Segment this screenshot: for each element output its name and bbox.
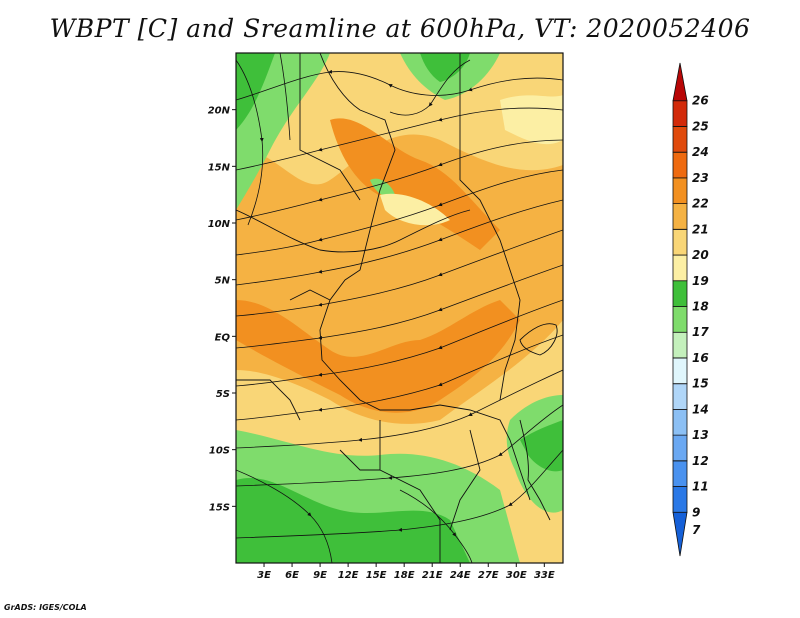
colorbar-label: 13 [692,428,709,442]
lat-tick-label: 20N [208,106,231,117]
temperature-field [236,53,563,563]
colorbar-segment [672,306,688,333]
colorbar-segment [672,331,688,359]
lat-tick-label: 15S [209,502,230,513]
colorbar-label: 26 [692,94,709,108]
colorbar-segment [672,486,688,513]
lat-axis: 20N 15N 10N 5N EQ 5S 10S 15S [208,106,236,513]
lat-tick-label: 10S [209,446,230,457]
colorbar-label: 18 [692,300,709,314]
lat-tick-label: 5S [216,389,230,400]
colorbar-label: 19 [692,274,709,288]
colorbar-label: 7 [692,523,701,537]
lon-tick-label: 6E [285,570,299,581]
colorbar-segment [672,203,688,230]
colorbar-label: 24 [692,145,709,159]
lon-tick-label: 21E [422,570,443,581]
plot-frame [235,52,564,564]
lon-axis: 3E 6E 9E 12E 15E 18E 21E 24E 27E 30E 33E [257,563,555,581]
colorbar-segment [672,126,688,153]
lon-tick-label: 3E [257,570,271,581]
lon-tick-label: 33E [534,570,555,581]
colorbar-segment [672,177,688,205]
colorbar-label: 16 [692,351,709,365]
colorbar-segment [672,434,688,462]
colorbar-label: 12 [692,454,709,468]
colorbar-segment [672,408,688,436]
lon-tick-label: 18E [394,570,415,581]
colorbar-segment [672,280,688,307]
colorbar-label: 21 [692,222,709,236]
lon-tick-label: 15E [366,570,387,581]
lat-tick-label: 15N [208,162,231,173]
credit-text: GrADS: IGES/COLA [4,603,87,612]
colorbar-label: 23 [692,171,709,185]
colorbar-label: 20 [692,248,709,262]
lon-tick-label: 9E [313,570,327,581]
colorbar-label: 25 [692,119,709,133]
colorbar-segment [672,460,688,487]
lat-tick-label: EQ [215,332,231,343]
lon-tick-label: 24E [450,570,471,581]
colorbar-label: 22 [692,197,709,211]
colorbar: 7 9 11 12 13 14 15 16 17 18 19 20 21 22 23 24 25 26 [672,62,709,557]
country-borders [236,53,558,563]
colorbar-segment [672,62,688,102]
lat-tick-label: 5N [215,276,231,287]
lat-tick-label: 10N [208,219,231,230]
lon-tick-label: 27E [478,570,499,581]
colorbar-label: 9 [692,505,700,519]
colorbar-label: 14 [692,402,709,416]
lon-tick-label: 12E [338,570,359,581]
colorbar-segment [672,151,688,179]
colorbar-label: 15 [692,377,709,391]
colorbar-label: 17 [692,325,709,339]
map-title: WBPT [C] and Sreamline at 600hPa, VT: 20… [49,14,751,43]
colorbar-segment [672,511,688,557]
colorbar-segment [672,254,688,282]
colorbar-segment [672,383,688,410]
colorbar-segment [672,228,688,256]
colorbar-segment [672,357,688,385]
colorbar-label: 11 [692,480,709,494]
lon-tick-label: 30E [506,570,527,581]
colorbar-segment [672,100,688,127]
